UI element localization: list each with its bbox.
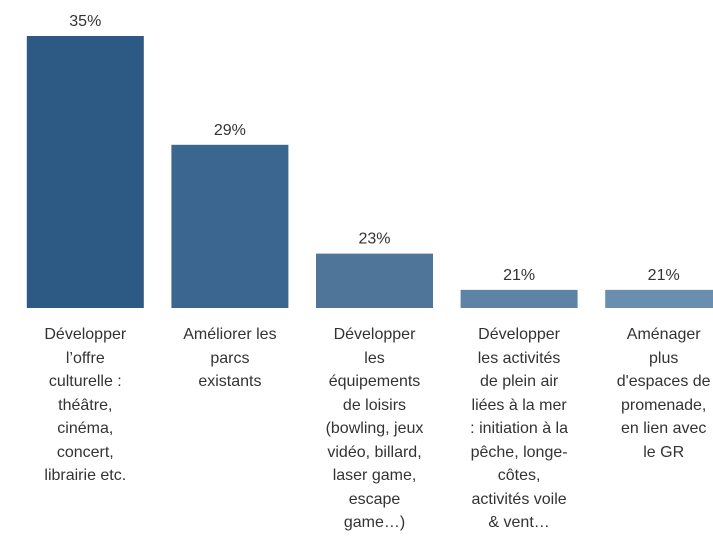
category-label: Développer les activités de plein air li… bbox=[470, 326, 569, 531]
bar bbox=[26, 36, 144, 308]
category-label: Développer l’offre culturelle : théâtre,… bbox=[44, 326, 127, 484]
value-label: 23% bbox=[358, 231, 390, 248]
value-label: 21% bbox=[503, 267, 535, 284]
category-label: Aménager plus d'espaces de promenade, en… bbox=[616, 326, 711, 461]
value-label: 35% bbox=[69, 13, 101, 30]
category-label: Améliorer les parcs existants bbox=[183, 326, 277, 390]
bar bbox=[316, 253, 433, 308]
value-label: 21% bbox=[648, 267, 680, 284]
bar bbox=[460, 289, 578, 308]
category-label: Développer les équipements de loisirs (b… bbox=[325, 326, 424, 531]
bar bbox=[171, 144, 289, 308]
bar bbox=[605, 289, 713, 308]
value-label: 29% bbox=[214, 122, 246, 139]
